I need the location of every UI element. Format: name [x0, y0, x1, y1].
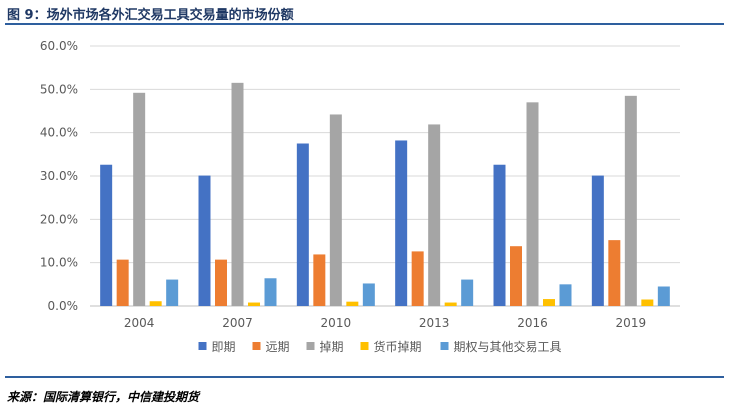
top-divider — [5, 23, 724, 25]
bar — [624, 95, 637, 306]
legend-swatch — [306, 342, 315, 350]
legend-label: 即期 — [212, 340, 236, 354]
source-note: 来源：国际清算银行，中信建投期货 — [7, 390, 200, 404]
bar — [526, 102, 539, 306]
bars — [100, 82, 670, 306]
bottom-divider — [5, 376, 724, 378]
bar — [461, 279, 474, 306]
bar — [215, 259, 227, 306]
y-axis-ticks: 0.0% 10.0% 20.0% 30.0% 40.0% 50.0% 60.0% — [40, 39, 78, 313]
figure-title: 图 9：场外市场各外汇交易工具交易量的市场份额 — [7, 8, 294, 23]
bar — [149, 301, 162, 306]
bar — [657, 286, 670, 306]
y-tick-label: 30.0% — [40, 169, 78, 183]
y-tick-label: 50.0% — [40, 82, 78, 96]
bar — [198, 175, 211, 306]
bar — [559, 284, 572, 306]
x-tick-label: 2010 — [321, 316, 352, 330]
legend-label: 期权与其他交易工具 — [454, 339, 562, 354]
x-tick-label: 2019 — [616, 316, 647, 330]
y-tick-label: 20.0% — [40, 212, 78, 226]
bar — [166, 279, 179, 306]
legend-swatch — [198, 342, 207, 350]
bar — [346, 301, 359, 306]
legend-label: 货币掉期 — [374, 339, 422, 354]
gridlines — [90, 45, 680, 307]
legend-swatch — [252, 342, 261, 350]
bar — [510, 246, 522, 306]
bar — [428, 124, 441, 306]
bar — [100, 164, 113, 306]
legend-swatch — [360, 342, 369, 350]
bar — [313, 254, 326, 306]
bar — [296, 143, 309, 306]
bar — [493, 164, 506, 306]
bar — [133, 92, 146, 306]
bar — [411, 251, 424, 306]
x-tick-label: 2004 — [124, 316, 155, 330]
bar — [329, 114, 342, 306]
bar — [362, 283, 375, 306]
legend-swatch — [440, 342, 449, 350]
bar — [231, 82, 244, 306]
y-tick-label: 40.0% — [40, 126, 78, 140]
bar — [641, 299, 654, 306]
y-tick-label: 60.0% — [40, 39, 78, 53]
x-tick-label: 2007 — [222, 316, 253, 330]
legend-label: 掉期 — [320, 340, 344, 354]
bar — [591, 175, 604, 306]
y-tick-label: 10.0% — [40, 256, 78, 270]
bar — [608, 240, 621, 306]
bar — [264, 278, 277, 306]
bar — [395, 140, 408, 306]
legend: 即期 远期 掉期 货币掉期 期权与其他交易工具 — [198, 339, 562, 354]
y-tick-label: 0.0% — [48, 299, 79, 313]
bar — [444, 302, 457, 306]
bar — [543, 299, 555, 306]
bar — [116, 259, 129, 306]
legend-label: 远期 — [266, 340, 290, 354]
bar — [248, 302, 260, 306]
x-tick-label: 2016 — [517, 316, 548, 330]
x-tick-label: 2013 — [419, 316, 450, 330]
bar-chart: 0.0%10.0%20.0%30.0%40.0%50.0%60.0% 2004 2… — [40, 39, 680, 354]
x-axis-ticks: 2004 2007 2010 2013 2016 2019 — [124, 316, 646, 330]
